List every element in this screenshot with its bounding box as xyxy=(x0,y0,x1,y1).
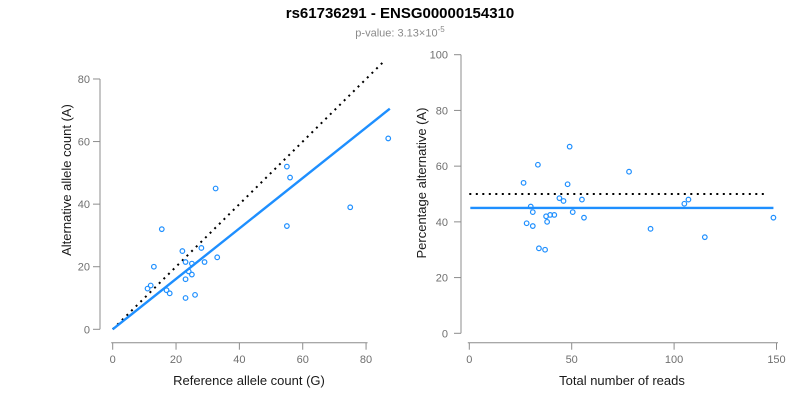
y-tick-label: 40 xyxy=(436,217,448,229)
data-point xyxy=(287,174,293,181)
data-point xyxy=(529,223,536,229)
y-tick-label: 100 xyxy=(430,50,448,62)
data-point xyxy=(544,218,551,225)
data-point xyxy=(542,246,548,253)
data-point xyxy=(212,185,219,192)
data-point xyxy=(147,282,154,289)
data-point xyxy=(581,214,587,221)
data-point xyxy=(179,248,186,254)
data-point xyxy=(569,209,576,216)
data-point xyxy=(214,254,221,261)
data-point xyxy=(681,200,688,207)
data-point xyxy=(185,268,192,275)
x-tick-label: 40 xyxy=(233,354,245,366)
data-point xyxy=(192,291,198,298)
data-point xyxy=(536,245,542,252)
y-tick-label: 20 xyxy=(436,273,448,285)
p-value-text: p-value: 3.13×10 xyxy=(355,27,438,40)
data-point xyxy=(198,245,205,251)
y-tick-label: 40 xyxy=(78,199,90,211)
data-point xyxy=(523,220,530,227)
data-point xyxy=(701,234,708,241)
regression-line xyxy=(111,107,391,331)
data-point xyxy=(626,168,632,175)
y-tick-label: 20 xyxy=(78,262,90,274)
data-point xyxy=(520,179,527,186)
data-point xyxy=(201,259,208,265)
x-axis-title: Reference allele count (G) xyxy=(173,373,325,388)
y-tick-label: 60 xyxy=(78,137,90,149)
y-tick-label: 0 xyxy=(442,328,448,340)
data-point xyxy=(347,204,354,211)
data-point xyxy=(182,276,189,283)
data-point xyxy=(283,223,290,229)
data-point xyxy=(647,225,654,232)
data-point xyxy=(551,211,558,218)
data-point xyxy=(385,135,392,142)
x-axis-title: Total number of reads xyxy=(559,373,685,388)
identity-line xyxy=(111,61,385,331)
data-point xyxy=(685,196,692,203)
x-tick-label: 0 xyxy=(466,354,472,366)
percentage-reads-plot: 0 50 100 150 0 20 40 60 80 100 Total number of rea… xyxy=(414,50,786,388)
page-title: rs61736291 - ENSG00000154310 xyxy=(285,5,515,22)
data-point xyxy=(535,161,541,168)
data-point xyxy=(579,196,585,203)
y-axis-title: Percentage alternative (A) xyxy=(414,107,429,258)
data-point xyxy=(188,260,195,267)
data-point xyxy=(556,195,563,202)
y-axis-title: Alternative allele count (A) xyxy=(59,104,74,256)
x-tick-label: 150 xyxy=(767,354,785,366)
x-tick-label: 0 xyxy=(110,354,116,366)
data-point xyxy=(564,181,571,188)
x-tick-label: 60 xyxy=(297,354,309,366)
data-point xyxy=(182,295,189,301)
p-value-subtitle: p-value: 3.13×10-5 xyxy=(0,25,800,40)
data-point xyxy=(188,271,195,278)
y-tick-label: 80 xyxy=(436,105,448,117)
data-point xyxy=(150,263,157,270)
data-point xyxy=(166,290,173,297)
data-point xyxy=(158,226,165,233)
x-tick-label: 80 xyxy=(360,354,372,366)
data-point xyxy=(770,214,777,221)
p-value-exponent: -5 xyxy=(437,25,445,34)
y-tick-label: 80 xyxy=(78,74,90,86)
data-point xyxy=(529,209,536,216)
data-point xyxy=(163,287,170,294)
x-tick-label: 20 xyxy=(170,354,182,366)
data-point xyxy=(560,198,567,204)
data-point xyxy=(144,285,151,292)
data-point xyxy=(527,203,534,210)
data-point xyxy=(182,259,189,265)
data-point xyxy=(566,143,573,150)
y-tick-label: 0 xyxy=(84,324,90,336)
data-point xyxy=(283,163,290,170)
y-tick-label: 60 xyxy=(436,161,448,173)
x-tick-label: 100 xyxy=(665,354,683,366)
allele-count-plot: 0 20 40 60 80 0 20 40 60 80 Reference allele count… xyxy=(59,61,392,388)
x-tick-label: 50 xyxy=(566,354,578,366)
